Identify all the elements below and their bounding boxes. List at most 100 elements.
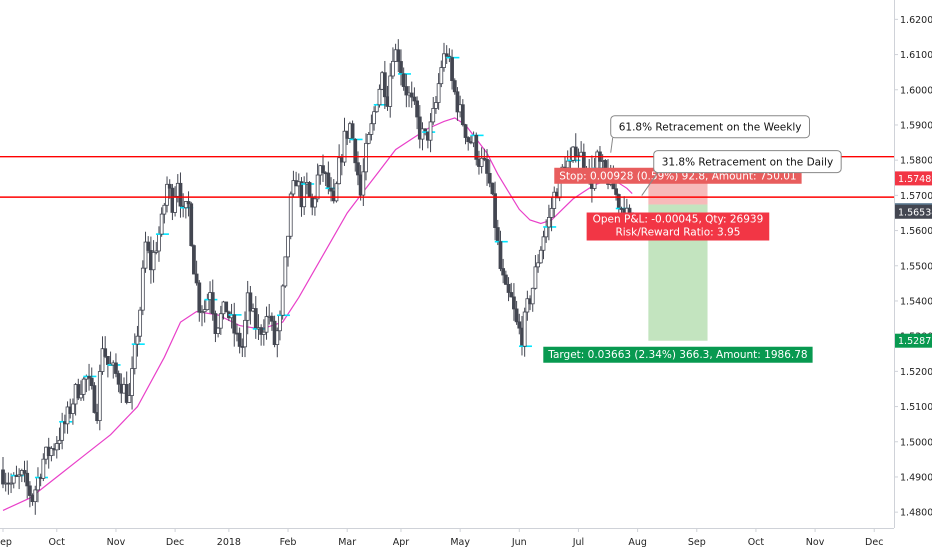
candle [87, 363, 91, 391]
candle [377, 84, 382, 108]
candle [200, 305, 204, 327]
time-tick-label: Aug [628, 537, 647, 548]
candle-body [288, 193, 293, 237]
candle [57, 427, 62, 450]
candle-body [302, 183, 307, 208]
candle [116, 370, 121, 393]
candle-body [356, 162, 360, 176]
candle [291, 170, 296, 197]
candle [372, 106, 376, 131]
candle [167, 179, 172, 199]
candle-body [514, 308, 519, 323]
candle [512, 283, 516, 321]
candle-body [159, 213, 164, 235]
candle [162, 202, 167, 224]
candle-body [313, 198, 317, 208]
candle-body [76, 384, 81, 399]
candle [283, 256, 288, 288]
candle [420, 122, 425, 151]
candle-body [9, 482, 13, 485]
candle [197, 280, 202, 322]
candle-body [452, 80, 457, 93]
candle-body [116, 373, 121, 385]
candle [25, 460, 30, 499]
candle [41, 453, 46, 482]
price-tag: 1.52871 [895, 333, 932, 348]
candle-body [71, 403, 75, 414]
candle [452, 78, 457, 95]
candle-body [248, 292, 253, 312]
risk-reward-text: Risk/Reward Ratio: 3.95 [615, 227, 740, 239]
candle-body [270, 315, 274, 322]
candle [337, 144, 342, 185]
candle [450, 49, 454, 90]
annotations-layer[interactable]: 61.8% Retracement on the Weekly 31.8% Ret… [610, 115, 842, 196]
time-tick-label: Sep [0, 537, 12, 548]
price-tag-label: 1.52871 [898, 336, 932, 347]
position-labels: Stop: 0.00928 (0.59%) 92.8, Amount: 750.… [543, 167, 813, 363]
candle [194, 260, 199, 286]
candle [114, 353, 118, 378]
candle [342, 117, 347, 166]
candle [361, 158, 366, 206]
candle [165, 176, 169, 213]
candle [275, 327, 280, 358]
price-tick-label: 1.49000 [900, 472, 932, 483]
candle [321, 154, 325, 182]
time-tick-label: Apr [393, 537, 410, 548]
candle-body [436, 83, 441, 103]
candle-body [415, 100, 419, 118]
candle-body [455, 91, 460, 113]
candle [178, 172, 183, 218]
price-axis[interactable]: 1.480001.490001.500001.510001.520001.530… [894, 15, 932, 519]
candle [490, 182, 495, 196]
candle-body [581, 151, 586, 171]
candle [460, 99, 465, 127]
candle-body [565, 160, 570, 169]
candle-body [138, 309, 143, 337]
candle-body [498, 241, 503, 269]
candle [541, 230, 546, 260]
candle-body [369, 123, 374, 135]
candle [218, 305, 223, 335]
price-tick-label: 1.48000 [900, 508, 932, 519]
time-tick-label: May [450, 537, 470, 548]
annotation-callout[interactable]: 61.8% Retracement on the Weekly [610, 115, 810, 153]
price-tags: 1.574821.565791.565341.52871 [895, 171, 932, 348]
annotation-callout[interactable]: 31.8% Retracement on the Daily [641, 150, 842, 196]
time-tick-label: 2018 [217, 537, 241, 548]
stop-label-text: Stop: 0.00928 (0.59%) 92.8, Amount: 750.… [559, 170, 796, 182]
target-label-text: Target: 0.03663 (2.34%) 366.3, Amount: 1… [547, 349, 807, 361]
time-axis[interactable]: Sep Oct Nov Dec 2018 Feb Mar Apr May Jun Jul Aug Sep… [0, 528, 883, 548]
candle [533, 255, 538, 290]
candle [127, 382, 132, 403]
time-tick-label: Nov [806, 537, 825, 548]
candle [366, 131, 371, 145]
annotation-text: 61.8% Retracement on the Weekly [619, 122, 802, 134]
time-tick-label: Oct [49, 537, 66, 548]
candle [388, 63, 393, 118]
target-label: Target: 0.03663 (2.34%) 366.3, Amount: 1… [543, 346, 813, 363]
candle-body [197, 282, 202, 313]
candle [243, 311, 247, 358]
candle-body [261, 331, 266, 335]
candle-body [216, 327, 221, 334]
price-tick-label: 1.60000 [900, 85, 932, 96]
price-tick-label: 1.55000 [900, 261, 932, 272]
candle-body [291, 180, 296, 195]
candle-body [157, 233, 161, 252]
candle [466, 136, 471, 151]
candle [401, 67, 406, 91]
candle-body [337, 157, 342, 185]
candle [135, 325, 140, 357]
candle [431, 96, 436, 125]
candle-body [140, 267, 145, 311]
candle-body [183, 201, 188, 209]
candle [412, 87, 417, 105]
candle [224, 301, 229, 313]
candle [514, 300, 519, 325]
candle [442, 42, 446, 72]
time-tick-label: Jun [511, 537, 527, 548]
price-tick-label: 1.51000 [900, 402, 932, 413]
